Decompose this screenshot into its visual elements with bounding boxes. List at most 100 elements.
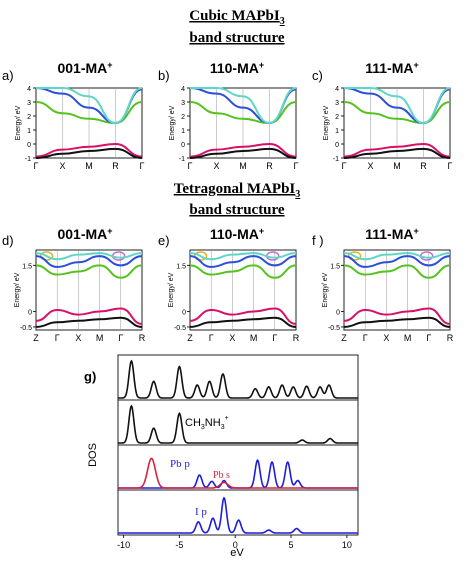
kpoint-label: Γ <box>426 333 431 343</box>
ytick-label: -0.5 <box>328 325 340 332</box>
ytick-label: 0 <box>336 310 340 317</box>
kpoint-label: Γ <box>188 161 193 171</box>
band-panel-c: -1 0 1 2 3 4 Energy/ eV Γ X M R Γ <box>323 86 453 171</box>
panel-a-tag: a) <box>2 68 14 83</box>
ytick-label: 3 <box>27 100 31 107</box>
kpoint-label: M <box>85 161 93 171</box>
kpoint-label: Γ <box>55 333 60 343</box>
ytick-label: -1 <box>333 156 339 163</box>
band-line-black <box>35 147 143 159</box>
band-line-black <box>35 316 143 328</box>
tetragonal-title: Tetragonal MAPbI3 band structure <box>174 181 301 218</box>
kpoint-label: Γ <box>209 333 214 343</box>
dos-label-pb-p: Pb p <box>170 458 190 470</box>
kpoint-label: Z <box>341 333 347 343</box>
kpoint-label: Z <box>187 333 193 343</box>
kpoint-label: R <box>266 161 273 171</box>
kpoint-label: M <box>404 333 412 343</box>
ytick-label: 1 <box>181 128 185 135</box>
svg-text:Cubic MAPbI3: Cubic MAPbI3 <box>189 8 284 27</box>
kpoint-label: R <box>447 333 454 343</box>
band-line-cyan <box>189 252 297 261</box>
ytick-label: 1.5 <box>22 263 32 270</box>
kpoint-label: Γ <box>140 161 145 171</box>
panel-d-tag: d) <box>2 233 14 248</box>
band-ylabel: Energy/ eV <box>322 272 329 307</box>
ytick-label: 0 <box>335 142 339 149</box>
band-line-cyan <box>343 252 451 261</box>
ytick-label: 1.5 <box>330 263 340 270</box>
kpoint-label: R <box>112 161 119 171</box>
panel-f-title: 111-MA+ <box>365 226 419 242</box>
band-line-green <box>343 101 451 125</box>
kpoint-label: M <box>96 333 104 343</box>
ytick-label: 2 <box>335 114 339 121</box>
ytick-label: -1 <box>25 156 31 163</box>
panel-d-title: 001-MA+ <box>57 226 112 242</box>
band-ylabel: Energy/ eV <box>15 105 22 140</box>
kpoint-label: Γ <box>118 333 123 343</box>
dos-curve-3 <box>118 496 358 534</box>
panel-g-tag: g) <box>84 369 96 384</box>
ytick-label: 4 <box>335 86 339 93</box>
kpoint-label: X <box>229 333 235 343</box>
band-line-cyan <box>35 252 143 261</box>
band-line-green <box>35 264 143 279</box>
kpoint-label: M <box>239 161 247 171</box>
band-loop-orange <box>39 251 54 261</box>
band-ylabel: Energy/ eV <box>169 105 176 140</box>
ytick-label: 0 <box>182 310 186 317</box>
dos-plot: -10 -5 0 5 10 <box>117 354 359 550</box>
ytick-label: 0 <box>27 142 31 149</box>
kpoint-label: X <box>59 161 65 171</box>
band-line-green <box>343 264 451 279</box>
dos-curve-1 <box>118 404 358 444</box>
band-line-magenta <box>189 307 297 325</box>
ytick-label: 3 <box>335 100 339 107</box>
band-line-blue <box>35 255 143 268</box>
dos-label-i-p: I p <box>195 506 207 518</box>
cubic-title-sub: 3 <box>280 16 285 27</box>
cubic-title-line2: band structure <box>189 30 284 46</box>
panel-c-title: 111-MA+ <box>365 60 419 76</box>
tetragonal-title-sub: 3 <box>295 189 300 200</box>
kpoint-label: Γ <box>272 333 277 343</box>
band-line-magenta <box>35 307 143 325</box>
kpoint-label: X <box>367 161 373 171</box>
kpoint-label: R <box>293 333 300 343</box>
band-line-blue <box>189 255 297 268</box>
ytick-label: 2 <box>27 114 31 121</box>
ytick-label: 0 <box>28 310 32 317</box>
ytick-label: 1.5 <box>176 263 186 270</box>
dos-xtick-label: -10 <box>117 540 130 550</box>
ytick-label: 1 <box>27 128 31 135</box>
band-frame <box>35 249 143 331</box>
ytick-label: 4 <box>181 86 185 93</box>
band-line-magenta <box>343 142 451 158</box>
band-line-blue <box>343 255 451 268</box>
band-loop-orange <box>193 251 208 261</box>
ytick-label: 2 <box>181 114 185 121</box>
band-line-cyan <box>35 86 143 125</box>
kpoint-label: Z <box>33 333 39 343</box>
cubic-title: Cubic MAPbI3 band structure <box>189 8 285 46</box>
svg-text:Tetragonal MAPbI3: Tetragonal MAPbI3 <box>174 181 301 200</box>
kpoint-label: Γ <box>342 161 347 171</box>
band-line-magenta <box>189 142 297 158</box>
band-line-green <box>35 101 143 125</box>
kpoint-label: M <box>250 333 258 343</box>
dos-xtick-label: 0 <box>233 540 238 550</box>
band-frame <box>343 249 451 331</box>
kpoint-label: X <box>383 333 389 343</box>
panel-a-title: 001-MA+ <box>57 60 112 76</box>
ytick-label: 1 <box>335 128 339 135</box>
kpoint-label: Γ <box>34 161 39 171</box>
band-line-black <box>343 147 451 159</box>
panel-b-tag: b) <box>158 68 170 83</box>
dos-label-ch3nh3: CH3NH3+ <box>185 415 229 431</box>
band-panel-a: -1 0 1 2 3 4 Energy/ eV Γ X M R Γ <box>15 86 145 171</box>
ytick-label: 0 <box>181 142 185 149</box>
kpoint-label: R <box>420 161 427 171</box>
